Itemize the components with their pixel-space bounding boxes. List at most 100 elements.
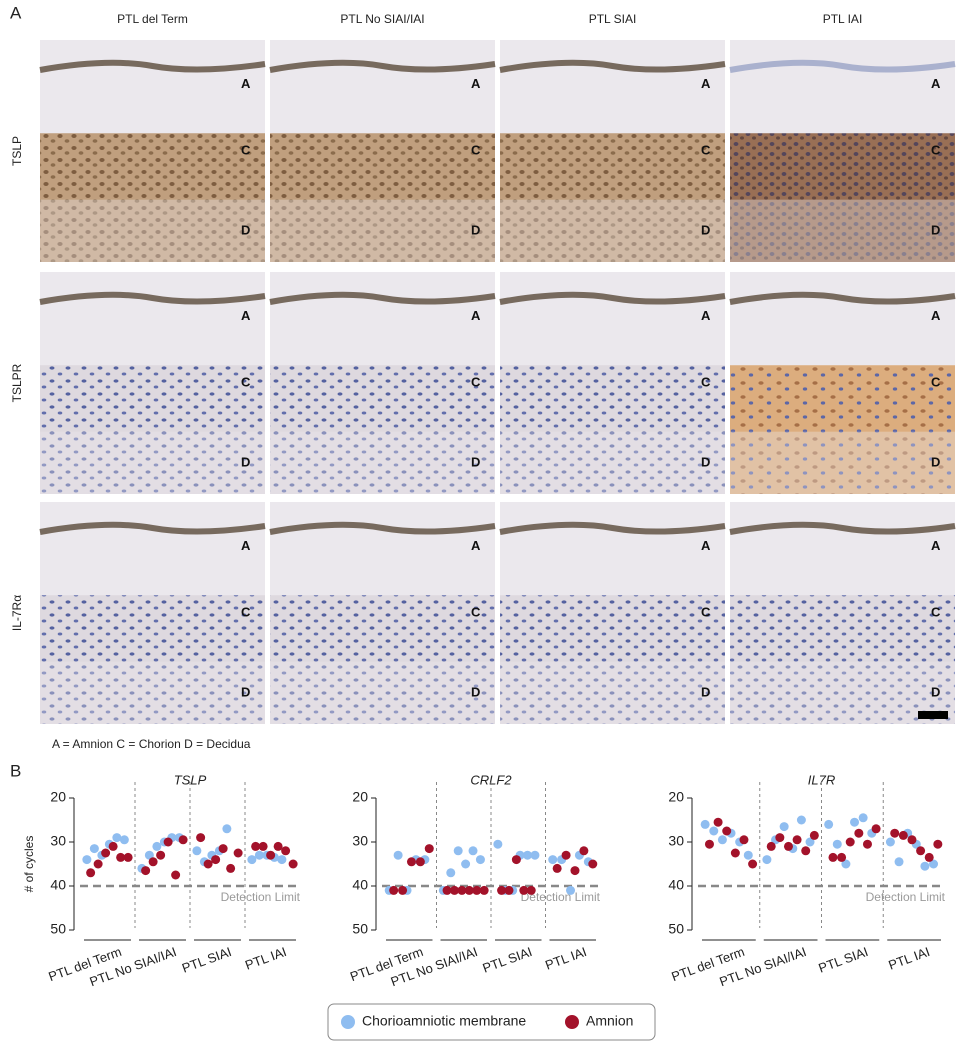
data-point [552,863,562,873]
data-point [832,839,842,849]
row-label: TSLP [10,136,24,166]
x-tick-label: PTL SIAI [180,944,234,976]
amnion-layer [269,291,496,305]
chorion-layer [500,133,725,200]
data-point [424,844,434,854]
data-point [885,837,895,847]
data-point [493,839,503,849]
data-point [566,885,576,895]
y-tick-label: 50 [668,921,684,937]
data-point [222,824,232,834]
data-point [519,885,529,895]
x-tick-label: PTL IAI [243,944,288,973]
data-point [218,844,228,854]
data-point [171,870,181,880]
data-point [743,850,753,860]
data-point [277,855,287,865]
x-tick-label: PTL SIAI [481,944,535,976]
data-point [442,885,452,895]
column-header: PTL del Term [117,12,188,26]
data-point [196,833,206,843]
data-point [548,855,558,865]
data-point [929,859,939,869]
data-point [709,826,719,836]
row-label: TSLPR [10,363,24,402]
data-point [389,885,399,895]
layer-marker: D [931,684,940,699]
data-point [116,852,126,862]
layer-marker: A [701,538,711,553]
data-point [898,830,908,840]
data-point [779,822,789,832]
data-point [89,844,99,854]
legend-swatch [565,1015,579,1029]
data-point [907,835,917,845]
data-point [890,828,900,838]
panel-label: A [10,3,22,22]
data-point [783,841,793,851]
chorion-layer [40,595,265,662]
data-point [163,837,173,847]
layer-marker: C [471,604,481,619]
data-point [845,837,855,847]
annotation: Detection Limit [221,890,301,904]
data-point [119,835,129,845]
layer-marker: D [701,454,710,469]
data-point [415,857,425,867]
y-tick-label: 30 [352,833,368,849]
data-point [588,859,598,869]
data-point [144,850,154,860]
layer-marker: D [241,684,250,699]
data-point [523,850,533,860]
data-point [526,885,536,895]
layer-marker: D [471,684,480,699]
data-point [841,859,851,869]
data-point [203,859,213,869]
layer-marker: C [701,142,711,157]
data-point [766,841,776,851]
layer-marker: C [931,142,941,157]
data-point [801,846,811,856]
data-point [123,852,133,862]
decidua-layer [500,199,725,262]
data-point [93,859,103,869]
legend-label: Amnion [586,1013,633,1029]
amnion-layer [729,59,956,73]
decidua-layer [270,199,495,262]
chorion-layer [40,133,265,200]
data-point [266,850,276,860]
data-point [148,857,158,867]
decidua-layer [40,661,265,724]
data-point [828,852,838,862]
data-point [82,855,92,865]
data-point [837,852,847,862]
layer-marker: C [931,374,941,389]
y-axis-label: # of cycles [22,836,36,893]
layer-marker: D [241,222,250,237]
data-point [453,846,463,856]
layer-marker: D [931,454,940,469]
layer-marker: C [241,142,251,157]
legend-swatch [341,1015,355,1029]
data-point [475,855,485,865]
decidua-layer [730,661,955,724]
layer-marker: A [931,76,941,91]
caption: A = Amnion C = Chorion D = Decidua [52,737,251,751]
data-point [464,885,474,895]
layer-marker: C [931,604,941,619]
layer-marker: A [241,308,251,323]
data-point [924,852,934,862]
data-point [854,828,864,838]
data-point [233,848,243,858]
data-point [156,850,166,860]
data-point [247,855,257,865]
layer-marker: C [241,604,251,619]
decidua-layer [730,199,955,262]
y-tick-label: 30 [50,833,66,849]
data-point [497,885,507,895]
row-label: IL-7Rα [10,595,24,631]
data-point [824,819,834,829]
column-header: PTL No SIAI/IAI [340,12,424,26]
data-point [258,841,268,851]
